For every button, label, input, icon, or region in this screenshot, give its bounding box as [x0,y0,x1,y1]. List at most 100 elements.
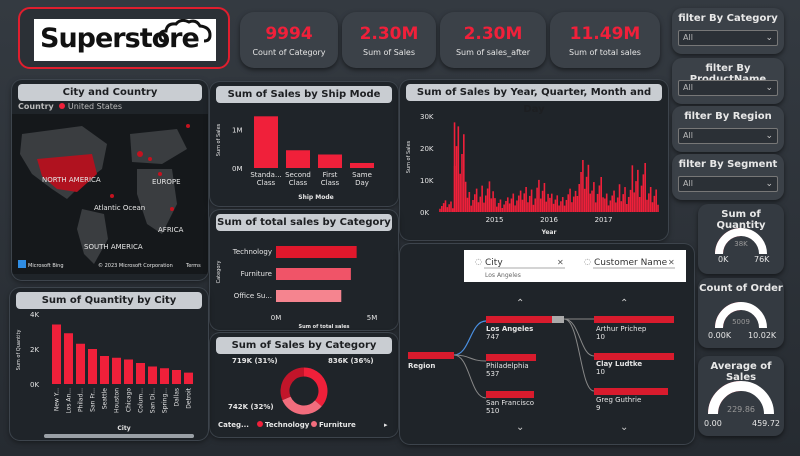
customer-bar[interactable] [594,316,674,323]
bulb-icon: ◌ [475,257,482,266]
legend-dot-furniture [311,421,317,427]
cloud-icon [158,19,212,43]
gauge-title: Count of Order [699,283,783,294]
time-series-chart[interactable]: Sum of Sales 0K 10K 20K 30K 2015 2016 2017 Year [400,102,668,238]
city-name: San Francisco [486,399,534,407]
close-icon[interactable]: ✕ [668,258,675,267]
ship-mode-chart[interactable]: Sum of Sales0M1MStanda...ClassSecondClas… [210,104,398,204]
x-tick: 5M [367,314,378,322]
legend-label: Country [18,102,54,111]
scroll-down-icon[interactable]: ⌄ [620,422,628,433]
customer-bar[interactable] [594,388,668,395]
y-tick: 30K [420,113,434,121]
donut-card: Sum of Sales by Category 719K (31%) 836K… [210,333,398,437]
scroll-up-icon[interactable]: ⌃ [516,298,524,309]
y-tick: 0K [420,209,429,217]
x-tick: Class [321,179,340,187]
donut-chart[interactable]: 719K (31%) 836K (36%) 742K (32%) Categ..… [210,353,398,435]
donut-legend-title: Categ... [218,421,249,429]
x-tick: Los An... [66,388,73,414]
map-terms-link[interactable]: Terms [185,263,201,269]
gauge[interactable]: 229.86 0.00 459.72 [698,374,784,432]
customer-bar[interactable] [594,353,674,360]
dropdown-value: All [683,33,693,42]
x-tick: Houston [114,388,121,413]
city-name: Los Angeles [486,325,533,333]
bar [350,162,374,168]
map-card: City and Country Country United States N… [12,80,208,280]
category-total-chart[interactable]: Category Technology Furniture Office Su... 0… [210,232,398,328]
quantity-city-chart[interactable]: Sum of Quantity 0K 2K 4K New Y... Los An... Ph… [10,310,208,440]
filter-region: filter By Region All ⌄ [672,106,784,152]
x-tick: 0M [271,314,282,322]
product-name-dropdown[interactable]: All ⌄ [678,80,778,96]
decomp-root: Region [408,362,435,370]
gauge-sum-quantity: Sum of Quantity 38K 0K 76K [698,204,784,274]
region-dropdown[interactable]: All ⌄ [678,128,778,144]
gauge-track [708,381,774,415]
scroll-down-icon[interactable]: ⌄ [516,422,524,433]
gauge-max: 76K [754,255,770,264]
segment-dropdown[interactable]: All ⌄ [678,176,778,192]
map-label-atlantic: Atlantic Ocean [94,204,145,212]
filter-category: filter By Category All ⌄ [672,8,784,54]
customer-name: Clay Ludtke [596,360,642,368]
legend-dot [59,103,66,109]
filter-title: filter By Segment [678,159,778,170]
gauge[interactable]: 5009 0.00K 10.02K [698,296,784,346]
donut-legend-furniture: Furniture [319,421,356,429]
y-tick: 1M [232,126,243,134]
city-value: 510 [486,407,499,415]
ship-mode-card: Sum of Sales by Ship Mode Sum of Sales 0M… [210,82,398,206]
map-label-africa: AFRICA [158,226,184,234]
customer-name: Arthur Prichep [596,325,647,333]
customer-value: 10 [596,333,605,341]
donut-slice [280,367,305,401]
gauge-title: Sum of Quantity [716,209,766,231]
scrollbar-thumb[interactable] [44,434,194,438]
root-bar [408,352,454,359]
y-tick: 0K [30,381,39,389]
x-tick: 2017 [595,216,613,224]
y-axis-label: Category [216,261,222,284]
decomp-field2[interactable]: Customer Name [594,258,668,268]
y-tick: Office Su... [234,292,272,300]
gauge[interactable]: 38K 0K 76K [698,222,784,272]
category-dropdown[interactable]: All ⌄ [678,30,778,46]
bing-icon [18,260,26,268]
x-tick: Spring... [162,388,169,413]
filter-segment: filter By Segment All ⌄ [672,154,784,200]
city-bar[interactable] [486,316,552,323]
customer-name: Greg Guthrie [596,396,641,404]
city-bar[interactable] [486,354,536,361]
bar [318,154,342,168]
customer-value: 9 [596,404,600,412]
logo-frame: Superstore [18,7,230,69]
bar [276,290,342,302]
city-bar[interactable] [486,391,534,398]
bar [254,116,278,168]
filter-title: filter By Region [684,111,772,122]
decomp-field1[interactable]: City [485,258,503,268]
close-icon[interactable]: ✕ [557,258,564,267]
kpi-sum-sales: 2.30M Sum of Sales [342,12,436,68]
x-tick: 2015 [486,216,504,224]
scroll-up-icon[interactable]: ⌃ [620,298,628,309]
y-axis-label: Sum of Sales [216,123,222,156]
dropdown-value: All [683,179,693,188]
logo-box: Superstore [34,19,216,61]
world-map[interactable]: NORTH AMERICA EUROPE AFRICA SOUTH AMERIC… [12,114,208,274]
donut-slice [303,367,328,407]
gauge-min: 0.00K [708,331,732,340]
bar [276,246,357,258]
map-attribution: Microsoft Bing [28,263,64,269]
bar [112,357,121,384]
bar [286,150,310,168]
donut-legend-technology: Technology [265,421,310,429]
gauge-track [715,302,767,329]
filter-title: filter By Category [678,13,778,24]
bar [136,363,145,384]
legend-next-arrow-icon[interactable]: ▸ [384,421,388,429]
decomposition-tree[interactable]: ◌ City ✕ Los Angeles ◌ Customer Name ✕ ⌃… [400,244,694,444]
x-tick: Chicago [126,388,133,412]
